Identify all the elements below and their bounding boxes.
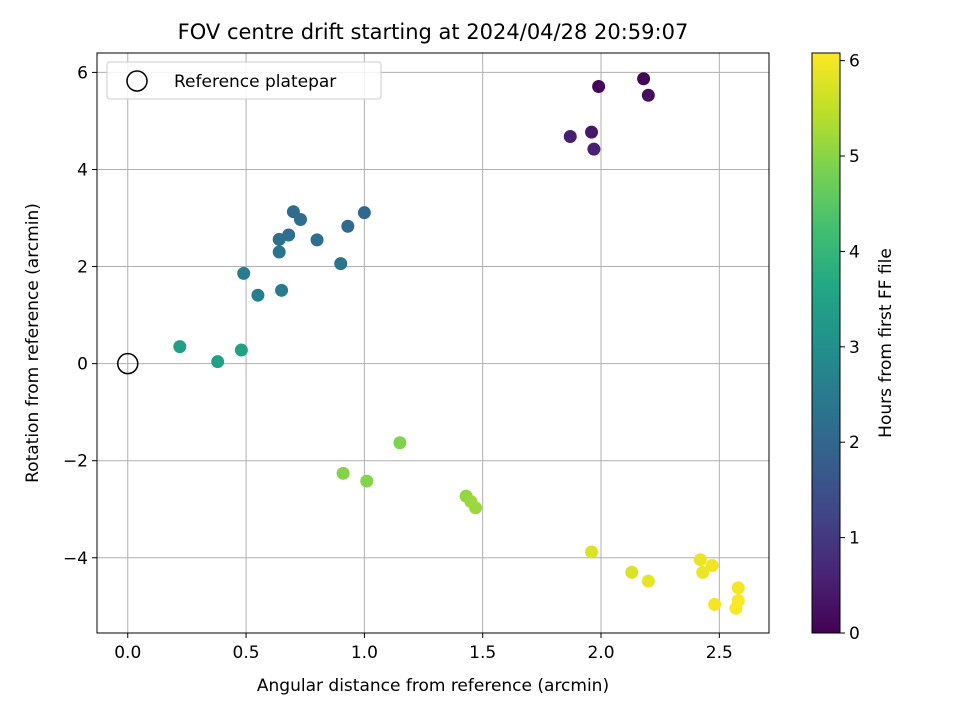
reference-platepar-marker — [117, 352, 139, 375]
colorbar-tick-label: 5 — [849, 147, 860, 167]
data-point — [334, 257, 348, 271]
data-point — [696, 565, 710, 579]
colorbar-tick-label: 4 — [849, 242, 860, 262]
x-tick-label: 1.5 — [469, 643, 496, 663]
data-point — [173, 340, 187, 354]
x-tick-label: 0.0 — [114, 643, 141, 663]
colorbar-tick-label: 1 — [849, 529, 860, 549]
data-point — [211, 355, 225, 369]
y-axis-label: Rotation from reference (arcmin) — [23, 203, 43, 483]
y-tick-label: −4 — [63, 549, 88, 569]
colorbar-ticks: 0 1 2 3 4 5 6 — [840, 52, 860, 644]
x-tick-label: 2.5 — [706, 643, 733, 663]
data-point — [393, 436, 407, 450]
data-point — [234, 343, 248, 357]
legend-entry-reference: Reference platepar — [174, 72, 336, 92]
grid — [97, 53, 769, 633]
data-point — [237, 266, 251, 280]
x-axis-label: Angular distance from reference (arcmin) — [257, 676, 609, 696]
data-point — [585, 125, 599, 139]
colorbar-tick-label: 3 — [849, 338, 860, 358]
data-point — [360, 474, 374, 488]
y-tick-label: 6 — [77, 63, 88, 83]
plot-axes: 0.0 0.5 1.0 1.5 2.0 2.5 −4 −2 0 2 4 6 — [63, 52, 770, 663]
data-point — [592, 79, 606, 93]
colorbar-gradient — [811, 52, 841, 634]
colorbar-label: Hours from first FF file — [876, 248, 896, 438]
y-tick-label: 4 — [77, 160, 88, 180]
data-point — [705, 559, 719, 573]
y-tick-label: −2 — [63, 452, 88, 472]
colorbar-tick-label: 6 — [849, 52, 860, 72]
plot-frame — [96, 52, 770, 634]
x-tick-label: 1.0 — [351, 643, 378, 663]
data-point — [625, 565, 639, 579]
colorbar-tick-label: 0 — [849, 624, 860, 644]
y-tick-label: 0 — [77, 355, 88, 375]
chart-title: FOV centre drift starting at 2024/04/28 … — [178, 20, 689, 44]
colorbar: 0 1 2 3 4 5 6 Hours from first FF file — [811, 52, 896, 644]
data-point — [708, 597, 722, 611]
data-point — [251, 288, 265, 302]
data-point — [469, 501, 483, 515]
data-point — [357, 206, 371, 220]
data-points — [117, 72, 745, 615]
data-point — [731, 581, 745, 595]
legend-marker-open-circle — [126, 70, 148, 92]
data-point — [272, 232, 286, 246]
data-point — [310, 233, 324, 247]
data-point — [275, 283, 289, 297]
data-point — [341, 219, 355, 233]
data-point — [585, 545, 599, 559]
data-point — [336, 466, 350, 480]
data-point — [641, 574, 655, 588]
x-tick-label: 2.0 — [587, 643, 614, 663]
data-point — [729, 601, 743, 615]
data-point — [293, 212, 307, 226]
colorbar-tick-label: 2 — [849, 433, 860, 453]
legend: Reference platepar — [106, 61, 382, 100]
data-point — [641, 88, 655, 102]
data-point — [272, 245, 286, 259]
legend-box — [106, 61, 382, 100]
x-tick-label: 0.5 — [233, 643, 260, 663]
data-point — [637, 72, 651, 86]
data-point — [587, 142, 601, 156]
data-point — [563, 129, 577, 143]
y-tick-label: 2 — [77, 258, 88, 278]
data-point — [693, 553, 707, 567]
